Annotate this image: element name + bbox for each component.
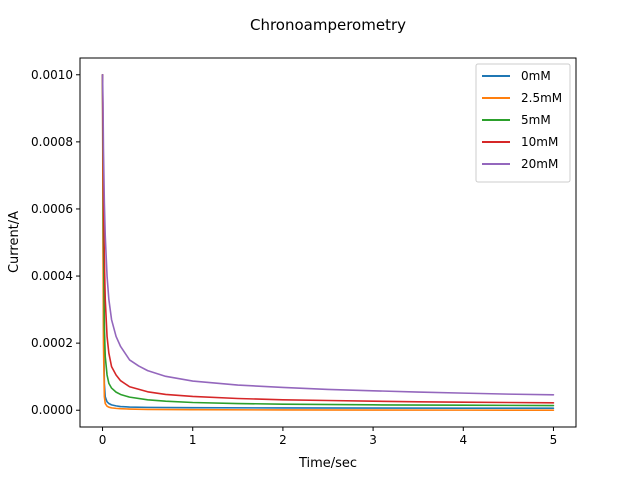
plot-area-frame: [79, 57, 577, 428]
x-tick-label: 4: [459, 433, 467, 447]
x-tick-label: 5: [550, 433, 558, 447]
x-axis-label: Time/sec: [298, 456, 357, 471]
series-line-2: [101, 73, 555, 407]
x-tick-label: 2: [279, 433, 287, 447]
y-tick-label: 0.0006: [31, 202, 73, 216]
legend-label-0: 0mM: [521, 69, 551, 83]
legend-label-4: 20mM: [521, 157, 558, 171]
y-tick-label: 0.0002: [31, 336, 73, 350]
series-line-3: [101, 73, 555, 404]
series-line-1: [101, 73, 555, 411]
legend-box: [475, 63, 571, 183]
legend-label-2: 5mM: [521, 113, 551, 127]
chart-title: Chronoamperometry: [250, 16, 406, 34]
x-tick-label: 3: [369, 433, 377, 447]
y-axis-ticks: 0.0000 0.0002 0.0004 0.0006 0.0008 0.0010: [31, 68, 80, 417]
legend-label-1: 2.5mM: [521, 91, 562, 105]
y-tick-label: 0.0008: [31, 135, 73, 149]
legend: 0mM 2.5mM 5mM 10mM 20mM: [475, 63, 571, 183]
series-line-4: [101, 73, 555, 396]
x-tick-label: 1: [189, 433, 197, 447]
x-axis-ticks: 0 1 2 3 4 5: [99, 427, 558, 447]
y-axis-label: Current/A: [7, 211, 22, 273]
y-tick-label: 0.0010: [31, 68, 73, 82]
legend-label-3: 10mM: [521, 135, 558, 149]
y-tick-label: 0.0004: [31, 269, 73, 283]
series-layer: [101, 73, 555, 411]
y-tick-label: 0.0000: [31, 403, 73, 417]
x-tick-label: 0: [99, 433, 107, 447]
